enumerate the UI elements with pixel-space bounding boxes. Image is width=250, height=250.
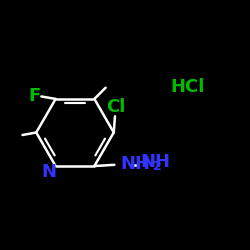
Text: N: N	[41, 162, 56, 180]
Text: NH: NH	[140, 153, 170, 171]
Text: HCl: HCl	[170, 78, 205, 96]
Text: Cl: Cl	[106, 98, 126, 116]
Text: 2: 2	[152, 160, 162, 173]
Text: NH: NH	[121, 154, 150, 172]
Text: F: F	[28, 88, 40, 106]
